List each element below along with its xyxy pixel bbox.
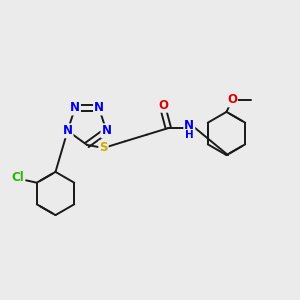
Text: O: O <box>227 93 237 106</box>
Text: S: S <box>99 141 108 154</box>
Text: N: N <box>94 101 104 115</box>
Text: N: N <box>101 124 111 137</box>
Text: Cl: Cl <box>11 171 24 184</box>
Text: N: N <box>63 124 73 137</box>
Text: O: O <box>158 99 168 112</box>
Text: N: N <box>184 119 194 132</box>
Text: H: H <box>185 130 194 140</box>
Text: N: N <box>70 101 80 115</box>
